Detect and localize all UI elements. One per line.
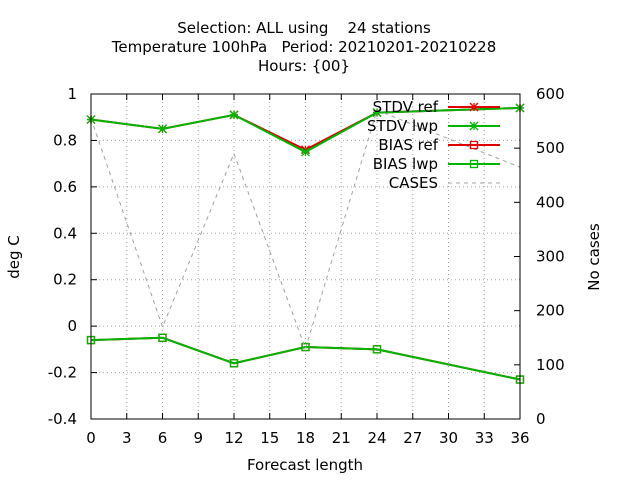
legend-label: STDV lwp xyxy=(367,117,438,135)
legend-entry: BIAS lwp xyxy=(373,155,500,173)
series-line xyxy=(90,109,521,351)
x-tick-label: 15 xyxy=(260,429,279,447)
legend-label: CASES xyxy=(389,174,438,192)
x-tick-label: 36 xyxy=(510,429,529,447)
y2-axis-label: No cases xyxy=(585,223,603,291)
legend-label: BIAS lwp xyxy=(373,155,438,173)
data-point xyxy=(158,333,167,342)
legend-marker xyxy=(469,159,479,169)
y-axis-label: deg C xyxy=(5,235,23,279)
series-stdv-ref xyxy=(86,103,525,155)
data-point xyxy=(158,124,167,134)
series-cases xyxy=(90,109,521,351)
y2-tick-label: 600 xyxy=(536,85,565,103)
data-point xyxy=(372,345,382,354)
marker-stroke xyxy=(301,147,310,157)
x-tick-label: 33 xyxy=(475,429,494,447)
y2-tick-label: 500 xyxy=(536,139,565,157)
axes: 0 3 6 9 12 15 18 21 24 27 30 33 36-0.4-0.200.20.40.6… xyxy=(48,85,565,447)
x-tick-label: 9 xyxy=(193,429,203,447)
x-tick-label: 21 xyxy=(332,429,351,447)
y-tick-label: 0.2 xyxy=(53,271,77,289)
y-tick-label: 0.6 xyxy=(53,178,77,196)
legend-entry: STDV ref xyxy=(373,98,500,116)
marker-stroke xyxy=(469,102,479,112)
legend-entry: CASES xyxy=(389,174,500,192)
y2-tick-label: 100 xyxy=(536,356,565,374)
title-line-1: Selection: ALL using 24 stations xyxy=(177,19,431,37)
legend-label: STDV ref xyxy=(373,98,439,116)
data-point xyxy=(229,359,239,368)
x-tick-label: 12 xyxy=(224,429,243,447)
x-axis-label: Forecast length xyxy=(247,456,363,474)
x-tick-label: 0 xyxy=(86,429,96,447)
legend-marker xyxy=(469,102,479,112)
y-tick-label: 0.8 xyxy=(53,131,77,149)
marker-stroke xyxy=(469,121,479,131)
marker-stroke xyxy=(229,110,239,120)
legend-label: BIAS ref xyxy=(378,136,438,154)
data-point xyxy=(301,147,310,157)
legend-marker xyxy=(469,140,479,150)
x-tick-label: 18 xyxy=(296,429,315,447)
data-point xyxy=(229,110,239,120)
legend-entry: STDV lwp xyxy=(367,117,500,135)
legend-entry: BIAS ref xyxy=(378,136,500,154)
legend-marker xyxy=(469,121,479,131)
title: Selection: ALL using 24 stations Tempera… xyxy=(111,19,497,75)
y-tick-label: -0.4 xyxy=(48,410,77,428)
x-tick-label: 6 xyxy=(158,429,168,447)
y-tick-label: 0.4 xyxy=(53,224,77,242)
y2-tick-label: 0 xyxy=(536,410,546,428)
x-tick-label: 27 xyxy=(403,429,422,447)
y2-tick-label: 400 xyxy=(536,193,565,211)
marker-stroke xyxy=(158,124,167,134)
title-line-2: Temperature 100hPa Period: 20210201-2021… xyxy=(111,38,497,56)
y2-tick-label: 200 xyxy=(536,302,565,320)
title-line-3: Hours: {00} xyxy=(258,57,350,75)
y2-tick-label: 300 xyxy=(536,248,565,266)
series-line xyxy=(90,336,521,381)
x-tick-label: 3 xyxy=(122,429,132,447)
x-tick-label: 30 xyxy=(439,429,458,447)
gridlines xyxy=(91,94,520,419)
x-tick-label: 24 xyxy=(367,429,386,447)
y-tick-label: -0.2 xyxy=(48,364,77,382)
series-stdv-lwp xyxy=(86,103,525,157)
y-tick-label: 0 xyxy=(67,317,77,335)
series-line xyxy=(90,106,521,154)
marker-stroke xyxy=(372,108,382,118)
y-tick-label: 1 xyxy=(67,85,77,103)
data-point xyxy=(301,342,310,352)
